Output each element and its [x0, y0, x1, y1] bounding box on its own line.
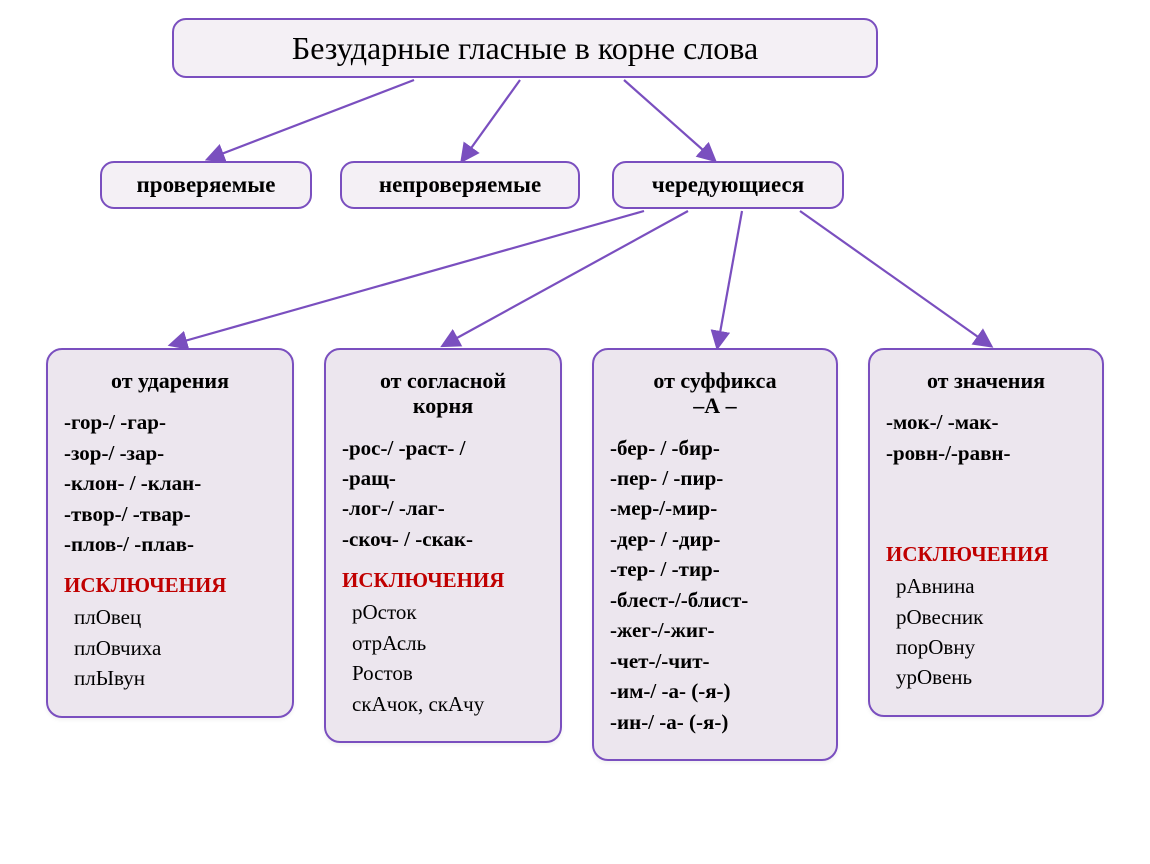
column-stress-list: -гор-/ -гар--зор-/ -зар--клон- / -клан--… — [64, 407, 276, 559]
list-item: -мер-/-мир- — [610, 493, 820, 523]
list-item: -ровн-/-равн- — [886, 438, 1086, 468]
column-stress-exceptions: плОвецплОвчихаплЫвун — [64, 602, 276, 693]
category-checked-label: проверяемые — [137, 172, 276, 198]
list-item: -плов-/ -плав- — [64, 529, 276, 559]
column-meaning-title: от значения — [886, 368, 1086, 393]
list-item: -твор-/ -твар- — [64, 499, 276, 529]
list-item: -тер- / -тир- — [610, 554, 820, 584]
column-stress: от ударения -гор-/ -гар--зор-/ -зар--кло… — [46, 348, 294, 718]
column-consonant-list: -рос-/ -раст- /-ращ--лог-/ -лаг--скоч- /… — [342, 433, 544, 555]
exception-item: плОвчиха — [64, 633, 276, 663]
column-suffix-a-title: от суффикса–А – — [610, 368, 820, 419]
list-item: -жег-/-жиг- — [610, 615, 820, 645]
category-checked: проверяемые — [100, 161, 312, 209]
exception-item: плЫвун — [64, 663, 276, 693]
title-text: Безударные гласные в корне слова — [292, 30, 758, 67]
column-stress-exceptions-title: ИСКЛЮЧЕНИЯ — [64, 573, 276, 598]
column-consonant: от согласнойкорня -рос-/ -раст- /-ращ--л… — [324, 348, 562, 743]
column-consonant-exceptions: рОстокотрАсльРостовскАчок, скАчу — [342, 597, 544, 719]
list-item: -скоч- / -скак- — [342, 524, 544, 554]
exception-item: отрАсль — [342, 628, 544, 658]
column-meaning-list: -мок-/ -мак--ровн-/-равн- — [886, 407, 1086, 468]
exception-item: порОвну — [886, 632, 1086, 662]
category-unchecked-label: непроверяемые — [379, 172, 541, 198]
list-item: -чет-/-чит- — [610, 646, 820, 676]
list-item: -ин-/ -а- (-я-) — [610, 707, 820, 737]
column-consonant-title: от согласнойкорня — [342, 368, 544, 419]
exception-item: рОсток — [342, 597, 544, 627]
column-suffix-a: от суффикса–А – -бер- / -бир--пер- / -пи… — [592, 348, 838, 761]
list-item: -дер- / -дир- — [610, 524, 820, 554]
exception-item: скАчок, скАчу — [342, 689, 544, 719]
column-consonant-exceptions-title: ИСКЛЮЧЕНИЯ — [342, 568, 544, 593]
list-item: -мок-/ -мак- — [886, 407, 1086, 437]
exception-item: урОвень — [886, 662, 1086, 692]
exception-item: Ростов — [342, 658, 544, 688]
category-alternating-label: чередующиеся — [652, 172, 804, 198]
list-item: -пер- / -пир- — [610, 463, 820, 493]
list-item: -лог-/ -лаг- — [342, 493, 544, 523]
list-item: -зор-/ -зар- — [64, 438, 276, 468]
column-suffix-a-list: -бер- / -бир--пер- / -пир--мер-/-мир--де… — [610, 433, 820, 737]
exception-item: рОвесник — [886, 602, 1086, 632]
exception-item: рАвнина — [886, 571, 1086, 601]
column-meaning-exceptions: рАвнинарОвесникпорОвнуурОвень — [886, 571, 1086, 693]
list-item: -бер- / -бир- — [610, 433, 820, 463]
list-item: -гор-/ -гар- — [64, 407, 276, 437]
list-item: -клон- / -клан- — [64, 468, 276, 498]
list-item: -рос-/ -раст- / — [342, 433, 544, 463]
list-item: -им-/ -а- (-я-) — [610, 676, 820, 706]
title-node: Безударные гласные в корне слова — [172, 18, 878, 78]
list-item: -ращ- — [342, 463, 544, 493]
column-stress-title: от ударения — [64, 368, 276, 393]
category-unchecked: непроверяемые — [340, 161, 580, 209]
column-meaning: от значения -мок-/ -мак--ровн-/-равн- ИС… — [868, 348, 1104, 717]
list-item: -блест-/-блист- — [610, 585, 820, 615]
category-alternating: чередующиеся — [612, 161, 844, 209]
column-meaning-exceptions-title: ИСКЛЮЧЕНИЯ — [886, 542, 1086, 567]
exception-item: плОвец — [64, 602, 276, 632]
